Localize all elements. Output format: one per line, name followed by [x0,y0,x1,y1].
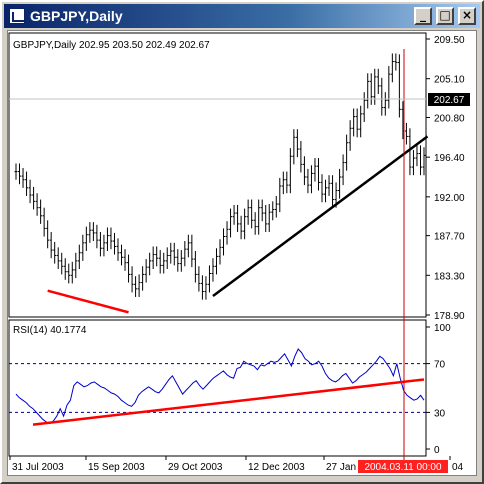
rsi-panel-header: RSI(14) 40.1774 [13,325,87,336]
rsi-tick-label: 70 [434,360,446,371]
rsi-trendlines[interactable] [32,378,425,426]
price-tick-label: 209.50 [434,35,465,46]
time-tick-label: 31 Jul 2003 [12,462,64,473]
price-panel-header: GBPJPY,Daily 202.95 203.50 202.49 202.67 [13,40,210,51]
rsi-line [15,348,425,424]
chart-canvas[interactable]: 209.50 205.10 200.80 196.40 192.00 187.70 183.… [8,31,476,475]
chart-app-icon [9,8,25,24]
price-panel-frame [8,32,427,318]
time-axis: 31 Jul 2003 15 Sep 2003 29 Oct 2003 12 Dec … [9,456,464,473]
rsi-panel-frame [8,319,427,457]
window-title: GBPJPY,Daily [30,8,123,24]
time-tick-label: 29 Oct 2003 [168,462,223,473]
time-tick-label: 27 Jan [326,462,356,473]
price-trendline [47,289,129,314]
time-tick-label: 12 Dec 2003 [248,462,305,473]
price-tick-label: 196.40 [434,153,465,164]
chart-area[interactable]: 209.50 205.10 200.80 196.40 192.00 187.70 183.… [7,30,477,476]
rsi-series [15,348,425,424]
current-price-label: 202.67 [434,95,465,106]
price-trendlines[interactable] [47,135,429,314]
rsi-tick-label: 0 [434,445,440,456]
time-tick-label: 04 [452,462,464,473]
rsi-level-lines [9,363,426,413]
minimize-button[interactable]: _ [414,7,432,25]
price-trendline [212,135,429,298]
price-axis: 209.50 205.10 200.80 196.40 192.00 187.70 183.… [426,35,465,322]
price-tick-label: 178.90 [434,311,465,322]
price-tick-label: 200.80 [434,113,465,124]
price-tick-label: 187.70 [434,232,465,243]
price-tick-label: 183.30 [434,271,465,282]
price-tick-label: 192.00 [434,193,465,204]
title-bar[interactable]: GBPJPY,Daily _ □ × [4,4,480,28]
cursor-date-label: 2004.03.11 00:00 [364,462,442,473]
price-bars [14,53,426,300]
current-price-tag [428,93,470,106]
maximize-button[interactable]: □ [436,7,454,25]
price-tick-label: 205.10 [434,75,465,86]
rsi-axis: 0 30 70 100 [426,323,451,456]
cursor-date-tag [358,460,448,473]
time-tick-label: 15 Sep 2003 [88,462,145,473]
close-button[interactable]: × [458,7,476,25]
rsi-trendline [32,378,425,426]
rsi-tick-label: 100 [434,323,451,334]
rsi-tick-label: 30 [434,408,446,419]
